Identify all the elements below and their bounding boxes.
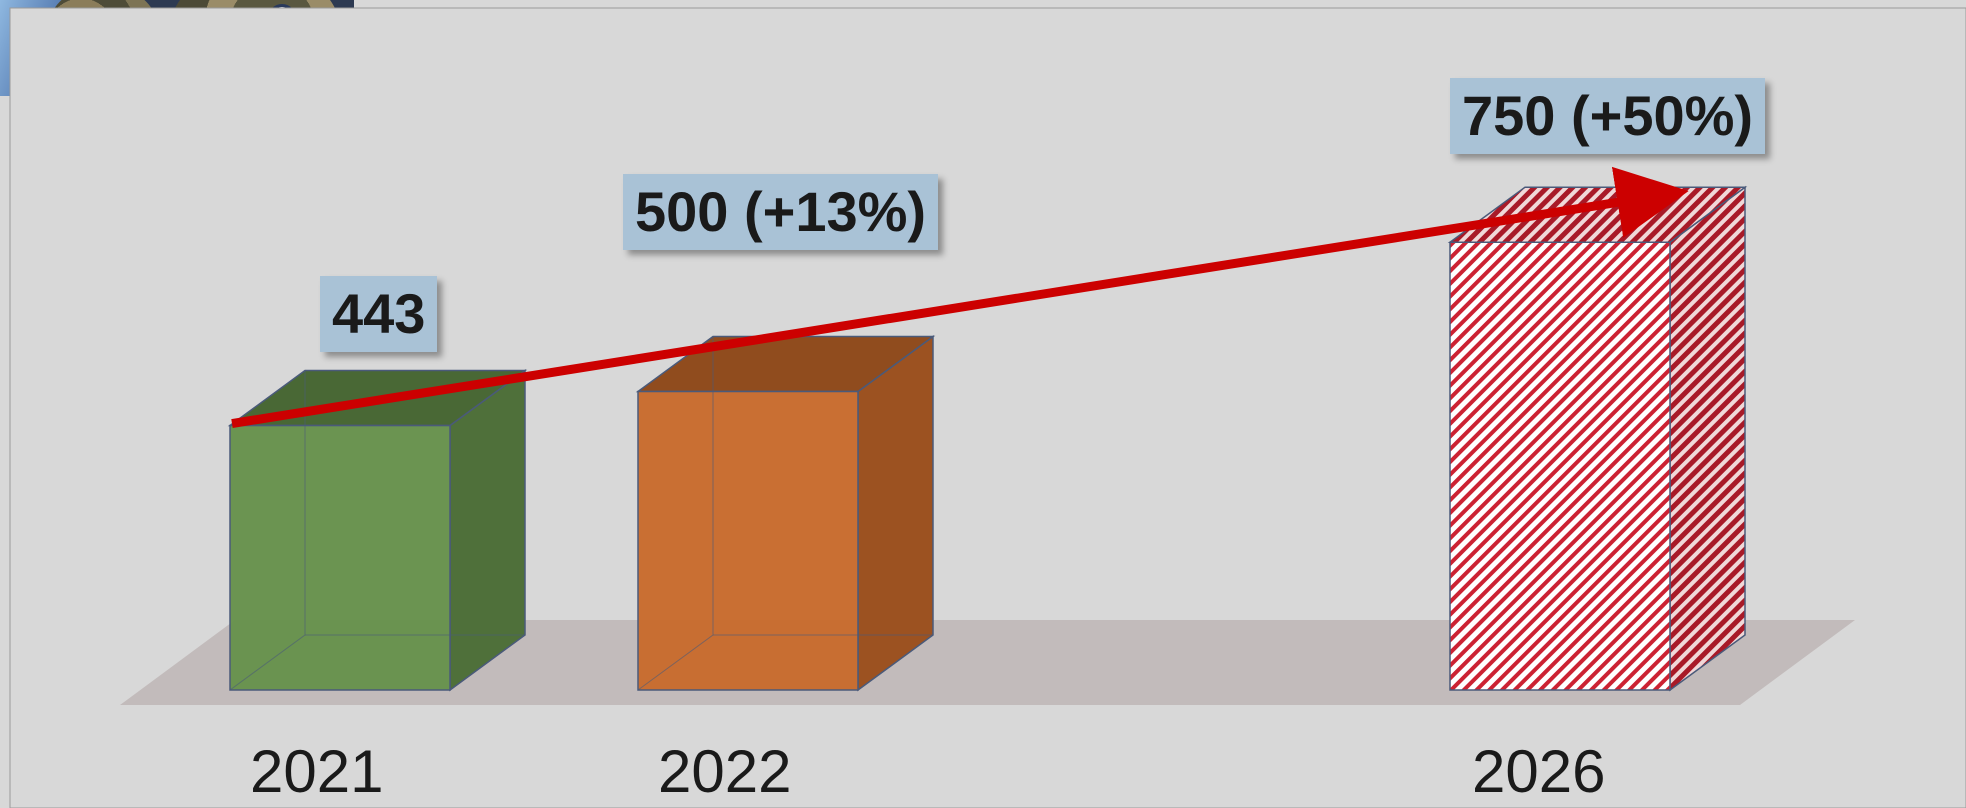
data-label-2021: 443 [320,275,438,352]
floor-plane [120,620,1855,705]
bar-2021 [229,424,451,691]
x-tick-label-2022: 2022 [658,738,792,805]
data-label-2026: 750 (+50%) [1450,78,1766,155]
bar-2026 [1449,241,1671,691]
bar-side-face-2026 [1669,185,1746,692]
data-label-2022: 500 (+13%) [623,173,939,250]
x-tick-label-2026: 2026 [1472,738,1606,805]
bar-2022 [637,390,859,691]
bar-side-face-2021 [449,369,526,692]
x-tick-label-2021: 2021 [250,738,384,805]
trend-arrow [231,166,1689,428]
bar-side-face-2022 [857,335,934,692]
